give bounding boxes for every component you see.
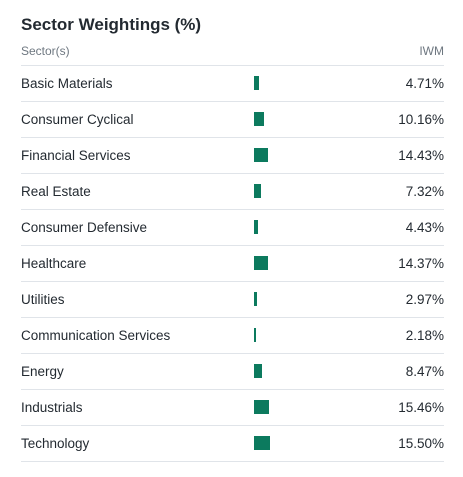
weight-bar-track xyxy=(254,174,354,209)
sector-row: Utilities 2.97% xyxy=(21,282,444,318)
panel-title: Sector Weightings (%) xyxy=(21,15,202,34)
weight-bar-track xyxy=(254,318,354,353)
sector-weight-value: 2.18% xyxy=(405,328,444,343)
sector-weight-value: 10.16% xyxy=(398,112,444,127)
sector-weight-value: 15.46% xyxy=(398,400,444,415)
weight-bar-track xyxy=(254,354,354,389)
weight-bar xyxy=(254,328,257,342)
weight-bar xyxy=(254,220,259,234)
sector-name: Industrials xyxy=(21,400,83,415)
fund-column-header: IWM xyxy=(419,44,444,58)
weight-bar-track xyxy=(254,390,354,425)
weight-bar xyxy=(254,292,257,306)
sector-row: Healthcare 14.37% xyxy=(21,246,444,282)
sector-name: Healthcare xyxy=(21,256,87,271)
sector-row: Real Estate 7.32% xyxy=(21,174,444,210)
sector-column-header: Sector(s) xyxy=(21,44,70,58)
sector-name: Consumer Cyclical xyxy=(21,112,134,127)
weight-bar-track xyxy=(254,426,354,461)
sector-weight-value: 4.71% xyxy=(405,76,444,91)
sector-list: Basic Materials 4.71% Consumer Cyclical 10.… xyxy=(21,66,444,462)
sector-row: Consumer Defensive 4.43% xyxy=(21,210,444,246)
sector-weight-value: 15.50% xyxy=(398,436,444,451)
sector-row: Basic Materials 4.71% xyxy=(21,66,444,102)
weight-bar xyxy=(254,148,269,162)
sector-name: Communication Services xyxy=(21,328,171,343)
sector-weight-value: 2.97% xyxy=(405,292,444,307)
sector-name: Financial Services xyxy=(21,148,131,163)
weight-bar xyxy=(254,184,262,198)
sector-row: Energy 8.47% xyxy=(21,354,444,390)
weight-bar-track xyxy=(254,210,354,245)
header-divider xyxy=(21,65,444,66)
sector-name: Utilities xyxy=(21,292,65,307)
weight-bar-track xyxy=(254,66,354,101)
weight-bar xyxy=(254,400,270,414)
sector-name: Real Estate xyxy=(21,184,91,199)
weight-bar xyxy=(254,112,265,126)
sector-weight-value: 4.43% xyxy=(405,220,444,235)
sector-name: Energy xyxy=(21,364,64,379)
sector-weight-value: 14.37% xyxy=(398,256,444,271)
sector-row: Industrials 15.46% xyxy=(21,390,444,426)
sector-weight-value: 7.32% xyxy=(405,184,444,199)
column-header: Sector(s) IWM xyxy=(21,44,444,60)
weight-bar-track xyxy=(254,282,354,317)
weight-bar xyxy=(254,364,263,378)
weight-bar-track xyxy=(254,138,354,173)
weight-bar-track xyxy=(254,102,354,137)
sector-name: Technology xyxy=(21,436,90,451)
weight-bar-track xyxy=(254,246,354,281)
sector-row: Communication Services 2.18% xyxy=(21,318,444,354)
sector-weight-value: 14.43% xyxy=(398,148,444,163)
weight-bar xyxy=(254,256,269,270)
weight-bar xyxy=(254,436,270,450)
weight-bar xyxy=(254,76,259,90)
sector-weight-value: 8.47% xyxy=(405,364,444,379)
sector-row: Consumer Cyclical 10.16% xyxy=(21,102,444,138)
sector-name: Consumer Defensive xyxy=(21,220,148,235)
sector-name: Basic Materials xyxy=(21,76,113,91)
sector-row: Technology 15.50% xyxy=(21,426,444,462)
sector-row: Financial Services 14.43% xyxy=(21,138,444,174)
